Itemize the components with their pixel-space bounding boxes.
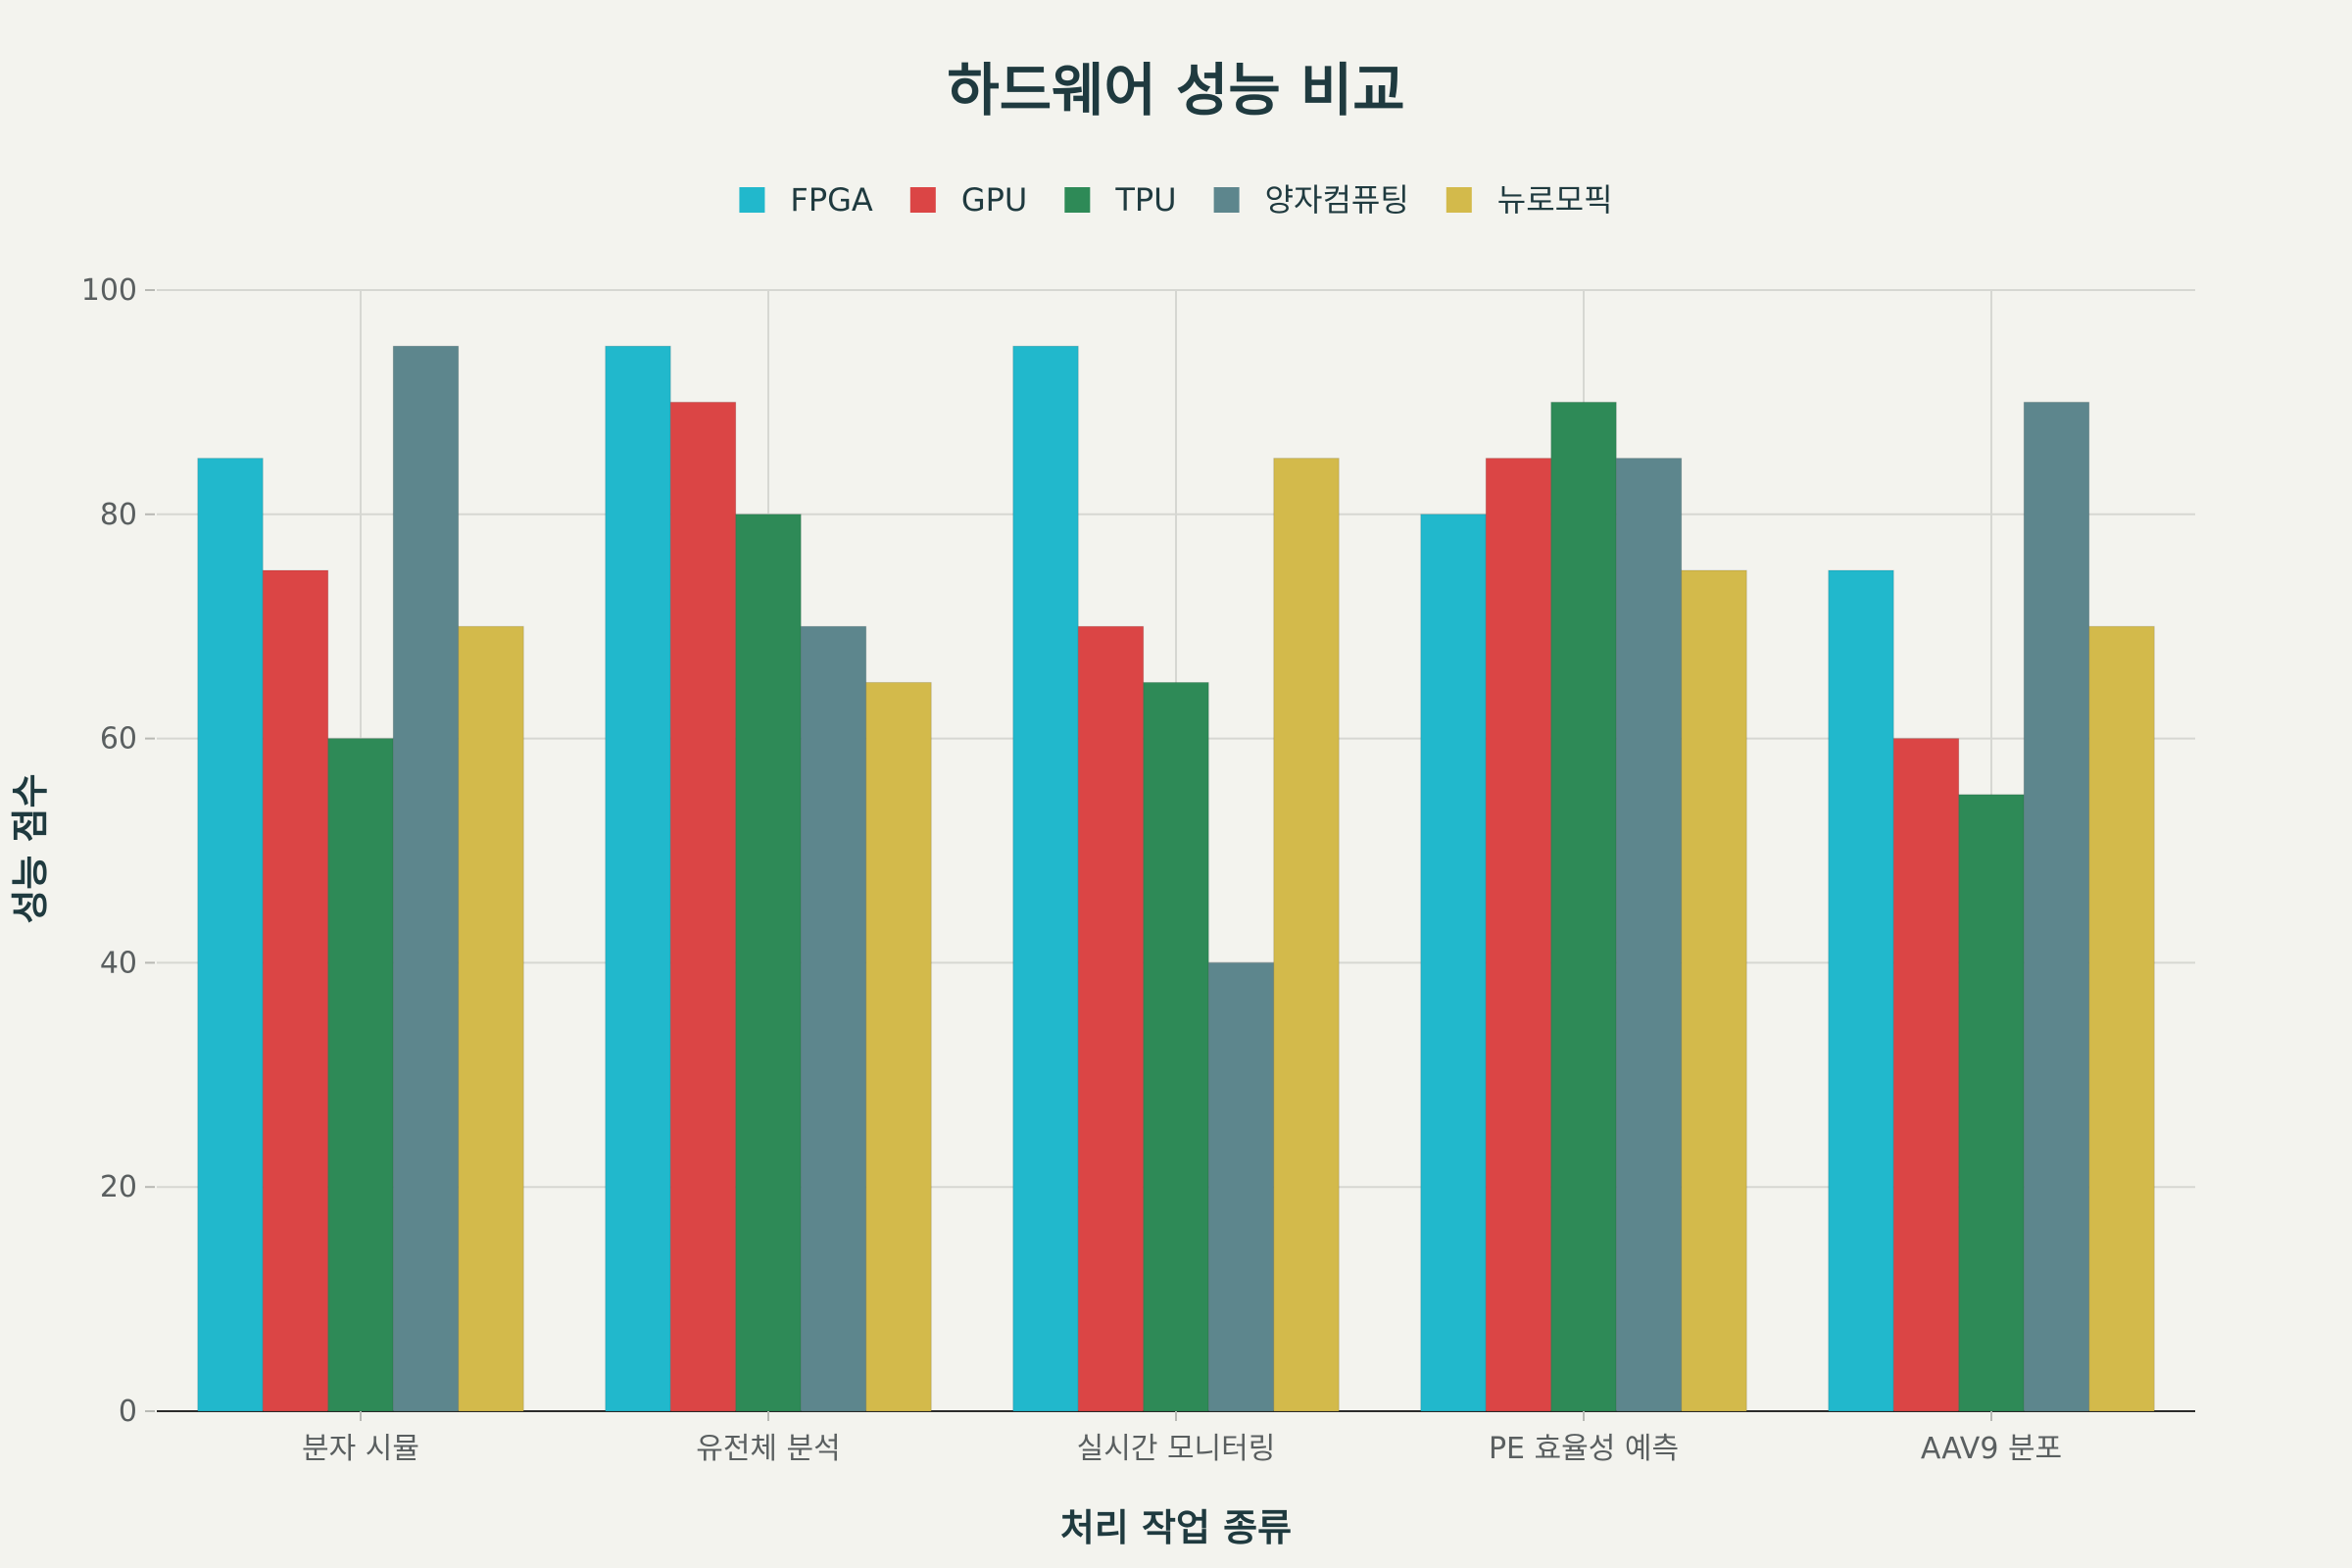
legend-swatch: [1446, 187, 1472, 213]
bar: [1143, 681, 1209, 1412]
bar: [1485, 458, 1552, 1412]
bar: [735, 514, 802, 1412]
bar: [1615, 458, 1683, 1412]
bar: [392, 345, 460, 1412]
bar: [800, 625, 867, 1412]
bar: [605, 345, 671, 1412]
x-tick-label: 실시간 모니터링: [1077, 1432, 1276, 1466]
y-axis-title: 성능 점수: [9, 773, 52, 923]
legend-item: 양자컴퓨팅: [1213, 181, 1409, 219]
bars: [197, 345, 2155, 1412]
legend-label: FPGA: [790, 181, 873, 219]
bar: [458, 625, 524, 1412]
legend-label: 뉴로모픽: [1497, 181, 1613, 219]
x-tick-label: 분자 시뮬: [302, 1432, 419, 1466]
legend: FPGA GPU TPU 양자컴퓨팅 뉴로모픽: [739, 181, 1613, 219]
bar: [327, 738, 394, 1412]
bar: [1828, 569, 1894, 1412]
x-tick-label: AAV9 분포: [1921, 1432, 2062, 1466]
bar: [1681, 569, 1747, 1412]
bar: [1012, 345, 1079, 1412]
bar: [1077, 625, 1145, 1412]
bar: [1958, 794, 2025, 1412]
legend-label: TPU: [1114, 181, 1176, 219]
bar: [262, 569, 329, 1412]
chart-title: 하드웨어 성능 비교: [947, 57, 1404, 123]
legend-label: 양자컴퓨팅: [1265, 181, 1409, 219]
bar: [2023, 401, 2090, 1412]
legend-swatch: [739, 187, 765, 213]
bar: [197, 458, 264, 1412]
bar: [1550, 401, 1617, 1412]
bar: [1207, 961, 1275, 1412]
y-tick-label: 100: [81, 273, 137, 308]
legend-swatch: [1213, 187, 1240, 213]
y-tick-label: 0: [119, 1395, 137, 1429]
bar: [1273, 458, 1340, 1412]
y-tick-label: 20: [100, 1170, 137, 1204]
legend-label: GPU: [961, 181, 1028, 219]
legend-item: 뉴로모픽: [1446, 181, 1613, 219]
x-axis-title: 처리 작업 종류: [1060, 1506, 1292, 1549]
y-tick-label: 80: [100, 498, 137, 532]
legend-item: TPU: [1064, 181, 1177, 219]
bar: [865, 681, 932, 1412]
legend-swatch: [1064, 187, 1091, 213]
legend-swatch: [909, 187, 936, 213]
y-tick-label: 40: [100, 946, 137, 980]
x-axis-ticks: 분자 시뮬 유전체 분석 실시간 모니터링 PE 효율성 예측 AAV9 분포: [302, 1411, 2062, 1466]
bar: [1892, 738, 1960, 1412]
legend-item: GPU: [909, 181, 1028, 219]
x-tick-label: PE 효율성 예측: [1489, 1432, 1679, 1466]
x-tick-label: 유전체 분석: [696, 1432, 841, 1466]
bar: [669, 401, 737, 1412]
y-tick-label: 60: [100, 722, 137, 757]
legend-item: FPGA: [739, 181, 873, 219]
bar: [2088, 625, 2155, 1412]
bar: [1420, 514, 1487, 1412]
y-axis-ticks: 0 20 40 60 80 100: [81, 273, 155, 1429]
